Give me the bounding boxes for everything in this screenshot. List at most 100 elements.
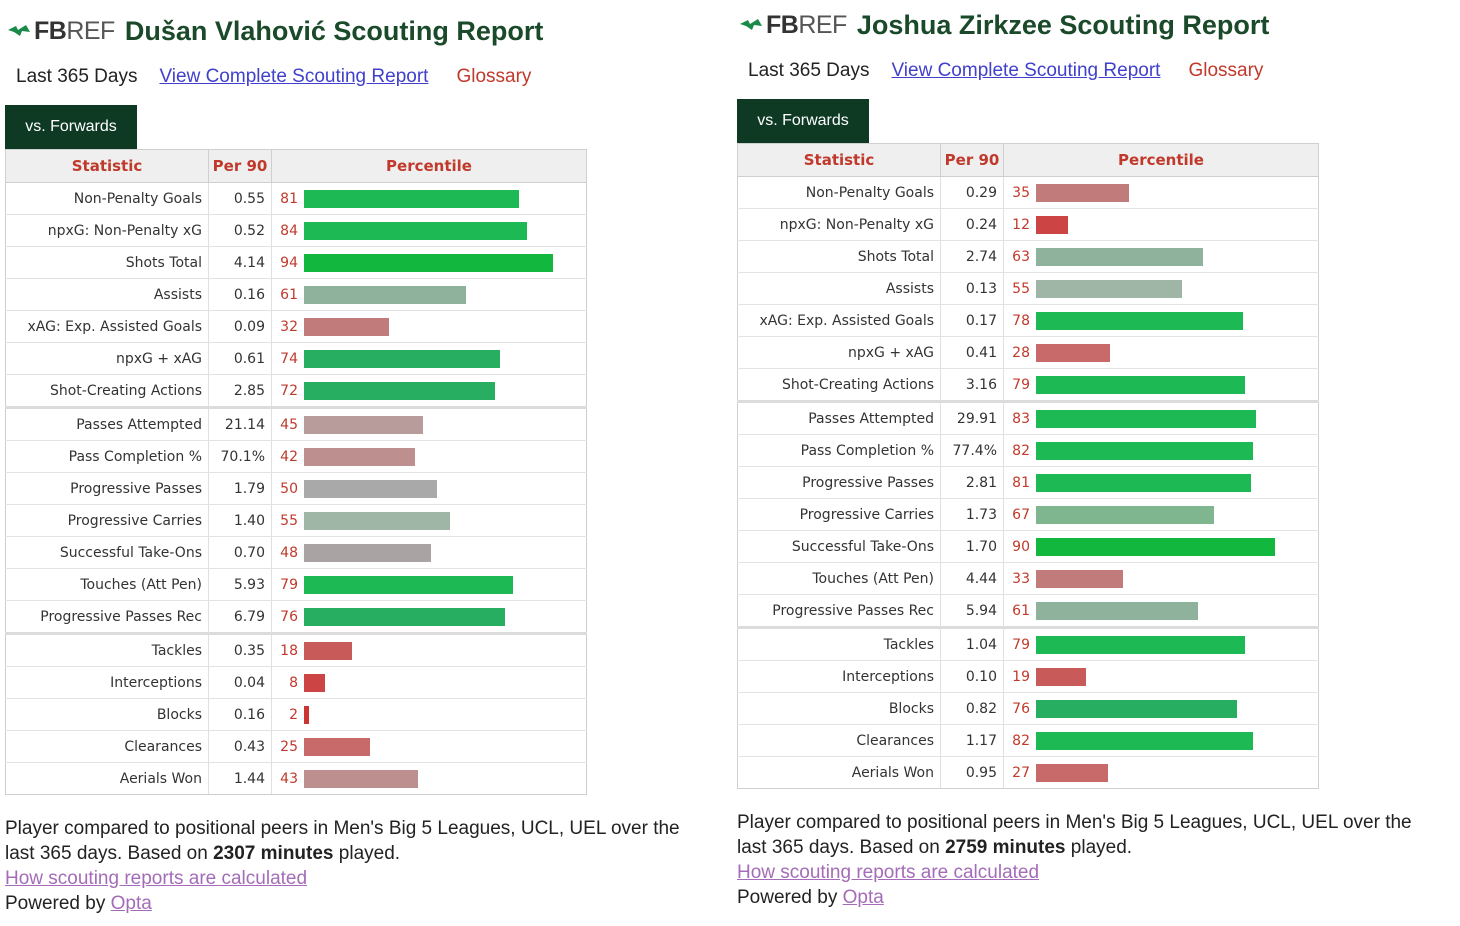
glossary-link[interactable]: Glossary xyxy=(456,66,532,87)
statistic-cell[interactable]: Tackles xyxy=(737,626,941,661)
col-header-percentile[interactable]: Percentile xyxy=(271,149,587,183)
percentile-cell: 35 xyxy=(1003,176,1319,209)
tab-vs-forwards[interactable]: vs. Forwards xyxy=(737,99,869,143)
col-header-per90[interactable]: Per 90 xyxy=(940,143,1004,177)
how-calculated-link[interactable]: How scouting reports are calculated xyxy=(737,862,1040,883)
percentile-value: 27 xyxy=(1012,764,1030,781)
table-row: Clearances 0.43 25 xyxy=(5,730,587,763)
per90-cell: 1.40 xyxy=(208,504,272,537)
statistic-cell[interactable]: Progressive Passes xyxy=(737,466,941,499)
statistic-cell[interactable]: Successful Take-Ons xyxy=(737,530,941,563)
statistic-cell[interactable]: Aerials Won xyxy=(5,762,209,795)
statistic-cell[interactable]: Progressive Passes xyxy=(5,472,209,505)
statistic-cell[interactable]: Interceptions xyxy=(737,660,941,693)
statistic-cell[interactable]: Successful Take-Ons xyxy=(5,536,209,569)
opta-link[interactable]: Opta xyxy=(842,887,884,908)
report-footer: Player compared to positional peers in M… xyxy=(737,810,1447,910)
fbref-logo[interactable]: FB REF xyxy=(738,11,847,40)
statistic-cell[interactable]: Clearances xyxy=(5,730,209,763)
statistic-cell[interactable]: npxG + xAG xyxy=(5,342,209,375)
statistic-cell[interactable]: npxG: Non-Penalty xG xyxy=(5,214,209,247)
statistic-cell[interactable]: Pass Completion % xyxy=(737,434,941,467)
statistic-cell[interactable]: Assists xyxy=(737,272,941,305)
glossary-link[interactable]: Glossary xyxy=(1188,60,1264,81)
per90-cell: 0.35 xyxy=(208,632,272,667)
percentile-cell: 55 xyxy=(1003,272,1319,305)
view-complete-report-link[interactable]: View Complete Scouting Report xyxy=(159,66,429,87)
percentile-cell: 25 xyxy=(271,730,587,763)
tab-vs-forwards[interactable]: vs. Forwards xyxy=(5,105,137,149)
logo-ref-text: REF xyxy=(798,11,847,39)
statistic-cell[interactable]: Touches (Att Pen) xyxy=(5,568,209,601)
statistic-cell[interactable]: Non-Penalty Goals xyxy=(5,182,209,215)
percentile-cell: 83 xyxy=(1003,400,1319,435)
table-row: Passes Attempted 21.14 45 xyxy=(5,406,587,441)
percentile-value: 19 xyxy=(1012,668,1030,685)
col-header-statistic[interactable]: Statistic xyxy=(737,143,941,177)
table-row: Assists 0.13 55 xyxy=(737,272,1319,305)
statistic-cell[interactable]: Blocks xyxy=(737,692,941,725)
statistic-cell[interactable]: Non-Penalty Goals xyxy=(737,176,941,209)
statistic-cell[interactable]: xAG: Exp. Assisted Goals xyxy=(5,310,209,343)
table-row: Progressive Passes 2.81 81 xyxy=(737,466,1319,499)
percentile-cell: 61 xyxy=(271,278,587,311)
statistic-cell[interactable]: npxG + xAG xyxy=(737,336,941,369)
statistic-cell[interactable]: Shots Total xyxy=(737,240,941,273)
statistic-cell[interactable]: npxG: Non-Penalty xG xyxy=(737,208,941,241)
percentile-cell: 50 xyxy=(271,472,587,505)
per90-cell: 0.16 xyxy=(208,698,272,731)
statistic-cell[interactable]: Shots Total xyxy=(5,246,209,279)
table-row: Shots Total 2.74 63 xyxy=(737,240,1319,273)
statistic-cell[interactable]: Shot-Creating Actions xyxy=(737,368,941,402)
how-calculated-link[interactable]: How scouting reports are calculated xyxy=(5,868,308,889)
per90-cell: 0.43 xyxy=(208,730,272,763)
table-row: Shot-Creating Actions 2.85 72 xyxy=(5,374,587,408)
col-header-percentile[interactable]: Percentile xyxy=(1003,143,1319,177)
col-header-statistic[interactable]: Statistic xyxy=(5,149,209,183)
statistic-cell[interactable]: Aerials Won xyxy=(737,756,941,789)
statistic-cell[interactable]: Interceptions xyxy=(5,666,209,699)
statistic-cell[interactable]: xAG: Exp. Assisted Goals xyxy=(737,304,941,337)
col-header-per90[interactable]: Per 90 xyxy=(208,149,272,183)
statistic-cell[interactable]: Clearances xyxy=(737,724,941,757)
per90-cell: 0.24 xyxy=(940,208,1004,241)
percentile-value: 45 xyxy=(280,416,298,433)
statistic-cell[interactable]: Progressive Passes Rec xyxy=(5,600,209,634)
statistic-cell[interactable]: Progressive Carries xyxy=(5,504,209,537)
percentile-cell: 78 xyxy=(1003,304,1319,337)
statistic-cell[interactable]: Pass Completion % xyxy=(5,440,209,473)
report-links: Last 365 Days View Complete Scouting Rep… xyxy=(16,66,531,88)
statistic-cell[interactable]: Blocks xyxy=(5,698,209,731)
fbref-logo[interactable]: FB REF xyxy=(6,17,115,46)
table-row: Progressive Passes 1.79 50 xyxy=(5,472,587,505)
table-row: Tackles 0.35 18 xyxy=(5,632,587,667)
percentile-cell: 42 xyxy=(271,440,587,473)
percentile-cell: 61 xyxy=(1003,594,1319,628)
view-complete-report-link[interactable]: View Complete Scouting Report xyxy=(891,60,1161,81)
percentile-cell: 84 xyxy=(271,214,587,247)
percentile-cell: 82 xyxy=(1003,724,1319,757)
statistic-cell[interactable]: Shot-Creating Actions xyxy=(5,374,209,408)
percentile-value: 90 xyxy=(1012,538,1030,555)
statistic-cell[interactable]: Passes Attempted xyxy=(737,400,941,435)
statistic-cell[interactable]: Progressive Passes Rec xyxy=(737,594,941,628)
table-row: Blocks 0.16 2 xyxy=(5,698,587,731)
percentile-cell: 55 xyxy=(271,504,587,537)
statistic-cell[interactable]: Tackles xyxy=(5,632,209,667)
table-row: Successful Take-Ons 0.70 48 xyxy=(5,536,587,569)
percentile-value: 8 xyxy=(289,674,298,691)
per90-cell: 1.17 xyxy=(940,724,1004,757)
statistic-cell[interactable]: Progressive Carries xyxy=(737,498,941,531)
table-row: npxG + xAG 0.41 28 xyxy=(737,336,1319,369)
percentile-value: 84 xyxy=(280,222,298,239)
percentile-value: 63 xyxy=(1012,248,1030,265)
fbref-logo-icon xyxy=(8,24,30,36)
statistic-cell[interactable]: Assists xyxy=(5,278,209,311)
percentile-value: 32 xyxy=(280,318,298,335)
statistic-cell[interactable]: Touches (Att Pen) xyxy=(737,562,941,595)
percentile-bar xyxy=(304,575,514,594)
percentile-cell: 72 xyxy=(271,374,587,408)
statistic-cell[interactable]: Passes Attempted xyxy=(5,406,209,441)
per90-cell: 0.04 xyxy=(208,666,272,699)
opta-link[interactable]: Opta xyxy=(110,893,152,914)
